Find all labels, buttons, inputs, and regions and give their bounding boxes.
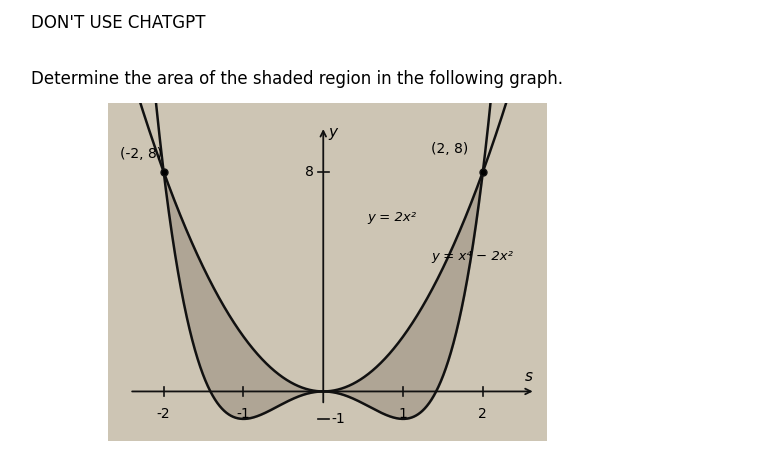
Text: 1: 1	[399, 407, 407, 421]
Text: s: s	[525, 369, 533, 384]
Text: -1: -1	[331, 412, 345, 426]
Text: DON'T USE CHATGPT: DON'T USE CHATGPT	[31, 14, 206, 32]
Text: Determine the area of the shaded region in the following graph.: Determine the area of the shaded region …	[31, 70, 563, 88]
Text: y: y	[328, 124, 337, 139]
Text: (-2, 8): (-2, 8)	[120, 147, 162, 161]
Text: 2: 2	[478, 407, 487, 421]
Text: -1: -1	[236, 407, 250, 421]
Text: y = x⁴ − 2x²: y = x⁴ − 2x²	[431, 250, 513, 263]
Text: y = 2x²: y = 2x²	[367, 211, 417, 224]
Text: 8: 8	[305, 165, 313, 179]
Text: -2: -2	[157, 407, 170, 421]
Text: (2, 8): (2, 8)	[431, 142, 468, 156]
